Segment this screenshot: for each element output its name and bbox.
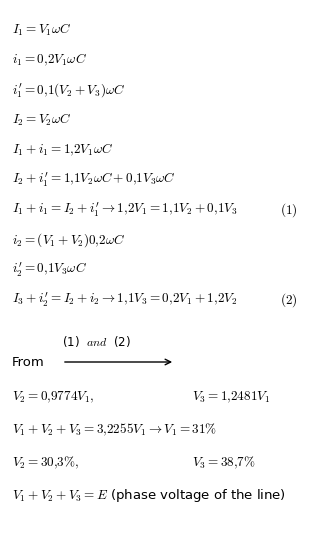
Text: $i_2 = (V_1 + V_2)0{,}2\omega C$: $i_2 = (V_1 + V_2)0{,}2\omega C$	[12, 231, 125, 249]
Text: $I_3 + i_2^{\prime} = I_2 + i_2 \rightarrow 1{,}1V_3 = 0{,}2V_1 + 1{,}2V_2$: $I_3 + i_2^{\prime} = I_2 + i_2 \rightar…	[12, 291, 237, 309]
Text: $i_1^{\prime} = 0{,}1(V_2 + V_3)\omega C$: $i_1^{\prime} = 0{,}1(V_2 + V_3)\omega C…	[12, 81, 125, 99]
Text: $i_2^{\prime} = 0{,}1V_3\omega C$: $i_2^{\prime} = 0{,}1V_3\omega C$	[12, 261, 87, 279]
Text: $V_3 = 38{,}7\%$: $V_3 = 38{,}7\%$	[192, 455, 256, 471]
Text: $V_2 = 30{,}3\%,$: $V_2 = 30{,}3\%,$	[12, 455, 79, 471]
Text: $V_2 = 0{,}9774V_1,$: $V_2 = 0{,}9774V_1,$	[12, 389, 95, 405]
Text: $V_1 + V_2 + V_3 = E$ (phase voltage of the line): $V_1 + V_2 + V_3 = E$ (phase voltage of …	[12, 488, 286, 505]
Text: $I_1 + i_1 = 1{,}2V_1\omega C$: $I_1 + i_1 = 1{,}2V_1\omega C$	[12, 142, 113, 158]
Text: $V_1 + V_2 + V_3 = 3{,}2255V_1 \rightarrow V_1 = 31\%$: $V_1 + V_2 + V_3 = 3{,}2255V_1 \rightarr…	[12, 422, 217, 438]
Text: $V_3 = 1{,}2481V_1$: $V_3 = 1{,}2481V_1$	[192, 389, 270, 405]
Text: $(2)$: $(2)$	[280, 291, 298, 309]
Text: From: From	[12, 356, 45, 368]
Text: $i_1 = 0{,}2V_1\omega C$: $i_1 = 0{,}2V_1\omega C$	[12, 52, 87, 68]
Text: $(1)$: $(1)$	[280, 201, 298, 219]
Text: (1)  $\mathit{and}$  (2): (1) $\mathit{and}$ (2)	[62, 334, 131, 349]
Text: $I_2 + i_1^{\prime} = 1{,}1V_2\omega C + 0{,}1V_3\omega C$: $I_2 + i_1^{\prime} = 1{,}1V_2\omega C +…	[12, 171, 176, 189]
Text: $I_1 + i_1 = I_2 + i_1^{\prime} \rightarrow 1{,}2V_1 = 1{,}1V_2 + 0{,}1V_3$: $I_1 + i_1 = I_2 + i_1^{\prime} \rightar…	[12, 201, 238, 219]
Text: $I_1 = V_1\omega C$: $I_1 = V_1\omega C$	[12, 22, 71, 38]
Text: $I_2 = V_2\omega C$: $I_2 = V_2\omega C$	[12, 112, 71, 128]
